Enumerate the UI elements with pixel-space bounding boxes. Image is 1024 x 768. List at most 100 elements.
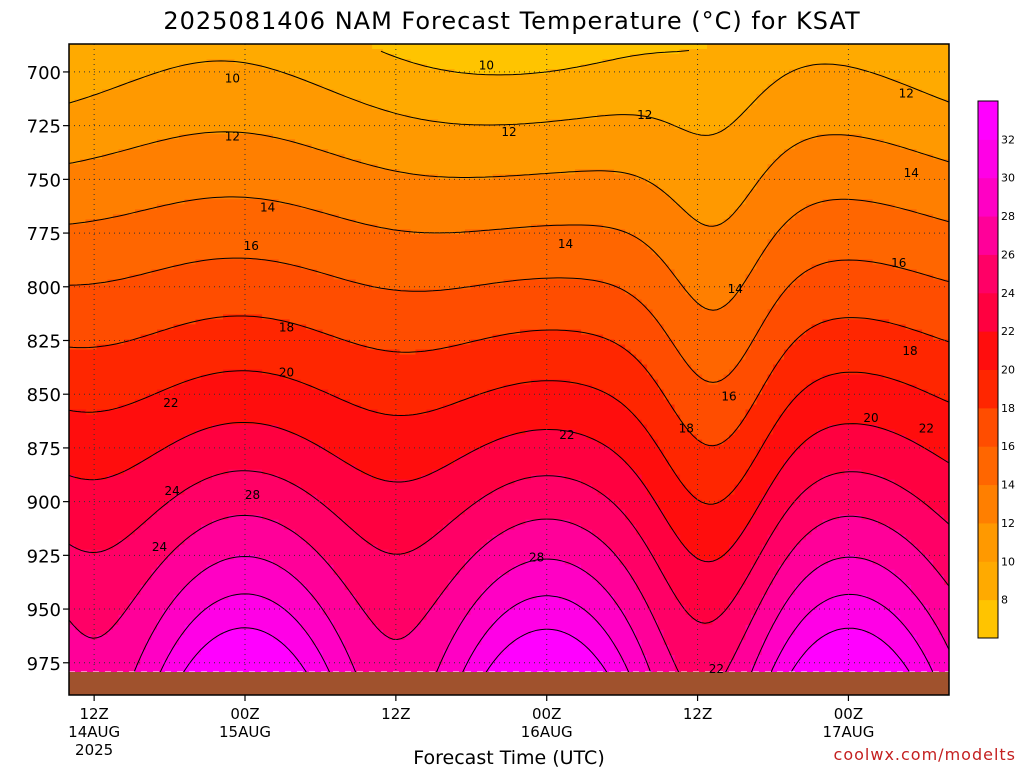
contour-label-20: 22 <box>919 422 934 436</box>
contour-label-16: 20 <box>279 366 294 380</box>
contour-label-13: 18 <box>279 321 294 335</box>
x-tick-label-66: 00Z <box>834 705 863 723</box>
contour-label-9: 14 <box>904 166 919 180</box>
contour-label-25: 28 <box>529 550 544 564</box>
contour-label-10: 16 <box>244 239 259 253</box>
colorbar-swatch-14 <box>978 446 998 486</box>
x-tick-date-6: 14AUG <box>68 723 120 741</box>
contour-label-14: 18 <box>679 422 694 436</box>
y-tick-label-925: 925 <box>27 546 61 567</box>
contour-16 <box>69 257 949 383</box>
colorbar-swatch-20 <box>978 331 998 370</box>
colorbar-label-26: 26 <box>1001 248 1015 261</box>
contour-label-4: 12 <box>637 108 652 122</box>
y-tick-label-700: 700 <box>27 63 61 84</box>
colorbar-label-16: 16 <box>1001 440 1015 453</box>
colorbar-label-18: 18 <box>1001 402 1015 415</box>
temperature-band-18 <box>69 314 949 506</box>
contour-20 <box>69 370 949 505</box>
chart-title: 2025081406 NAM Forecast Temperature (°C)… <box>163 7 860 35</box>
colorbar-swatch-32 <box>978 101 998 140</box>
terrain-below-surface <box>69 672 949 695</box>
contour-18 <box>69 315 949 447</box>
contour-12 <box>69 131 949 227</box>
colorbar-label-22: 22 <box>1001 325 1015 338</box>
x-tick-label-54: 12Z <box>683 705 712 723</box>
colorbar-label-28: 28 <box>1001 210 1015 223</box>
colorbar-label-32: 32 <box>1001 133 1015 146</box>
temperature-band-28 <box>124 554 949 695</box>
y-axis: 700 725 750 775 800 825 850 875 900 925 950 975 <box>27 63 69 675</box>
x-tick-label-6: 12Z <box>79 705 108 723</box>
contour-label-7: 14 <box>558 237 573 251</box>
contour-30 <box>152 593 942 693</box>
colorbar-label-24: 24 <box>1001 287 1015 300</box>
y-tick-label-750: 750 <box>27 170 61 191</box>
contour-label-1: 10 <box>479 58 494 72</box>
temperature-band-8 <box>69 44 949 135</box>
colorbar-label-30: 30 <box>1001 172 1015 185</box>
contour-label-8: 14 <box>728 282 743 296</box>
y-tick-label-725: 725 <box>27 117 61 138</box>
contour-label-12: 16 <box>891 256 906 270</box>
colorbar-swatch-18 <box>978 369 998 409</box>
temperature-band-6 <box>371 44 708 75</box>
temperature-band-26 <box>69 514 949 695</box>
credit-text: coolwx.com/modelts <box>834 745 1016 764</box>
contour-label-18: 22 <box>163 396 178 410</box>
contour-10 <box>69 60 949 136</box>
contour-26 <box>69 514 949 693</box>
temperature-band-24 <box>69 469 949 695</box>
y-tick-label-975: 975 <box>27 654 61 675</box>
contour-label-23: 24 <box>152 540 167 554</box>
colorbar-label-20: 20 <box>1001 364 1015 377</box>
contour-label-5: 12 <box>899 86 914 100</box>
contour-lines <box>69 50 949 693</box>
contour-label-3: 12 <box>501 125 516 139</box>
contour-label-21: 22 <box>709 662 724 676</box>
colorbar-swatch-26 <box>978 216 998 255</box>
temperature-band-22 <box>69 424 949 626</box>
x-tick-label-30: 12Z <box>381 705 410 723</box>
temperature-band-16 <box>69 259 949 446</box>
contour-label-0: 10 <box>225 71 240 85</box>
plot-frame <box>68 43 950 696</box>
y-tick-label-825: 825 <box>27 331 61 352</box>
colorbar-swatch-6 <box>978 599 998 639</box>
y-tick-label-900: 900 <box>27 493 61 514</box>
temperature-band-10 <box>69 59 949 225</box>
colorbar-swatch-30 <box>978 139 998 179</box>
x-tick-label-18: 00Z <box>230 705 259 723</box>
x-tick-date-42: 16AUG <box>521 723 573 741</box>
x-tick-year-6: 2025 <box>75 741 113 759</box>
contour-label-17: 20 <box>863 411 878 425</box>
colorbar-swatch-28 <box>978 177 998 217</box>
colorbar: 8 10 12 14 16 18 20 22 24 26 28 30 32 <box>977 100 1015 639</box>
colorbar-label-10: 10 <box>1001 555 1015 568</box>
contour-22 <box>69 422 949 563</box>
temperature-band-20 <box>69 369 949 561</box>
contour-label-2: 12 <box>225 129 240 143</box>
colorbar-swatch-16 <box>978 407 998 447</box>
contour-labels: 10 10 12 12 12 12 14 14 14 14 16 16 16 18 18 18 20 20 22 22… <box>152 58 934 676</box>
colorbar-swatch-24 <box>978 254 998 294</box>
contour-label-6: 14 <box>260 200 275 214</box>
colorbar-frame <box>977 100 999 639</box>
x-tick-date-18: 15AUG <box>219 723 271 741</box>
colorbar-label-12: 12 <box>1001 517 1015 530</box>
temperature-band-30 <box>151 594 945 695</box>
y-tick-label-850: 850 <box>27 385 61 406</box>
y-tick-label-950: 950 <box>27 600 61 621</box>
colorbar-swatch-10 <box>978 522 998 562</box>
contour-28 <box>128 555 949 693</box>
colorbar-swatch-12 <box>978 484 998 524</box>
colorbar-swatch-22 <box>978 292 998 332</box>
contour-label-22: 24 <box>164 484 179 498</box>
contour-label-15: 18 <box>902 344 917 358</box>
x-tick-label-42: 00Z <box>532 705 561 723</box>
temperature-band-14 <box>69 199 949 386</box>
colorbar-swatch-8 <box>978 561 998 601</box>
contour-label-24: 28 <box>245 488 260 502</box>
colorbar-label-14: 14 <box>1001 479 1015 492</box>
